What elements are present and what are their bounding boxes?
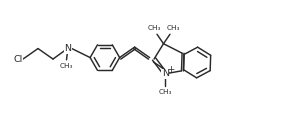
Text: CH₃: CH₃ — [158, 89, 172, 95]
Text: +: + — [168, 65, 175, 74]
Text: CH₃: CH₃ — [166, 25, 180, 31]
Text: N: N — [162, 69, 169, 78]
Text: Cl: Cl — [13, 55, 22, 63]
Text: N: N — [64, 44, 71, 53]
Text: CH₃: CH₃ — [148, 25, 161, 31]
Text: CH₃: CH₃ — [60, 63, 73, 69]
